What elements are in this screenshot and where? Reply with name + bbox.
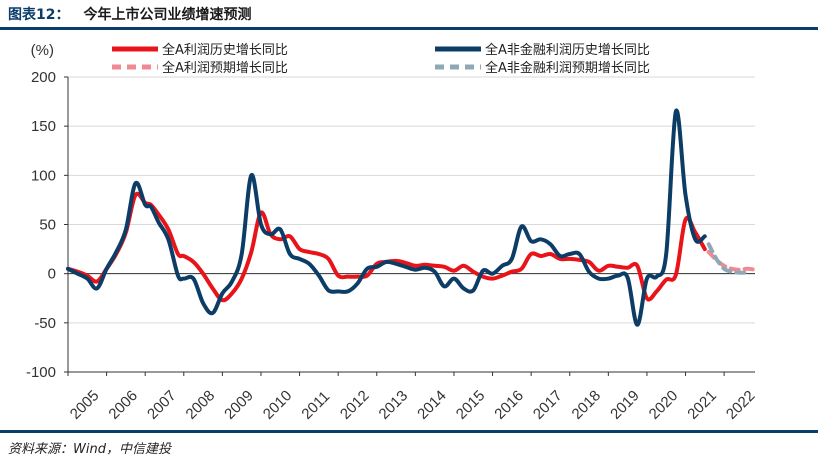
series-line-1: [66, 191, 707, 303]
x-tick-label: 2017: [530, 387, 566, 423]
y-unit-label: (%): [31, 42, 54, 59]
y-tick-label: 200: [31, 69, 56, 86]
figure-label: 图表12：: [8, 7, 70, 23]
y-tick-label: 100: [31, 167, 56, 184]
x-tick-label: 2009: [221, 387, 257, 423]
source-note: 资料来源：Wind，中信建投: [8, 442, 171, 457]
title-text: 今年上市公司业绩增速预测: [83, 7, 252, 23]
x-tick-label: 2015: [453, 387, 489, 423]
series-line-2: [66, 108, 707, 327]
x-tick-label: 2020: [646, 387, 682, 423]
x-tick-label: 2012: [337, 387, 373, 423]
y-tick-label: -50: [34, 315, 56, 332]
bottom-rule: [0, 430, 818, 433]
top-rule: [0, 27, 818, 30]
series-line-4: [706, 242, 750, 275]
y-tick-label: -100: [26, 364, 56, 381]
x-tick-label: 2005: [67, 387, 103, 423]
x-tick-label: 2007: [144, 387, 180, 423]
legend-label: 全A非金融利润预期增长同比: [485, 60, 650, 76]
y-tick-label: 50: [39, 217, 56, 234]
x-tick-label: 2008: [183, 387, 219, 423]
x-tick-label: 2018: [569, 387, 605, 423]
series-line-3: [706, 250, 757, 272]
x-tick-label: 2016: [491, 387, 527, 423]
x-tick-label: 2022: [723, 387, 759, 423]
chart-title: 图表12： 今年上市公司业绩增速预测: [8, 4, 251, 24]
x-tick-label: 2006: [105, 387, 141, 423]
y-tick-label: 150: [31, 118, 56, 135]
gridlines: [68, 76, 755, 324]
x-tick-label: 2019: [607, 387, 643, 423]
x-tick-label: 2013: [376, 387, 412, 423]
legend-label: 全A利润预期增长同比: [162, 60, 288, 76]
x-tick-label: 2014: [414, 387, 450, 423]
legend-label: 全A利润历史增长同比: [162, 42, 288, 58]
x-tick-label: 2021: [684, 387, 720, 423]
plot-area: [66, 108, 757, 327]
x-tick-label: 2010: [260, 387, 296, 423]
legend-label: 全A非金融利润历史增长同比: [485, 42, 650, 58]
x-tick-label: 2011: [298, 388, 333, 423]
y-tick-label: 0: [48, 266, 56, 283]
